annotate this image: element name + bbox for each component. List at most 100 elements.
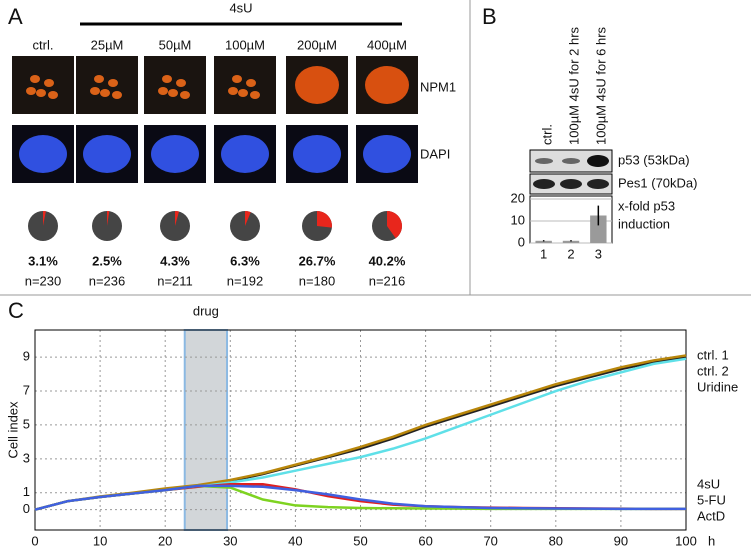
y-tick-label: 9 (23, 349, 30, 364)
nucleolus (30, 75, 40, 83)
nucleus (365, 66, 409, 104)
row-label: DAPI (420, 146, 450, 161)
panel-label: B (482, 4, 497, 29)
nucleolus (108, 79, 118, 87)
nucleus (221, 135, 269, 173)
n-label: n=192 (227, 273, 264, 288)
value-label: 2.5% (92, 253, 122, 268)
y-tick-label: 0 (518, 234, 525, 249)
y-axis-label: Cell index (5, 401, 20, 459)
legend-label: ActD (697, 508, 725, 523)
pie-slice (43, 211, 46, 226)
x-tick-label: 40 (288, 533, 302, 548)
band (587, 179, 609, 189)
band (535, 158, 553, 164)
nucleolus (112, 91, 122, 99)
x-tick-label: 80 (549, 533, 563, 548)
y-tick-label: 20 (511, 190, 525, 205)
n-label: n=236 (89, 273, 126, 288)
x-axis-label: h (708, 533, 715, 548)
lane-label: ctrl. (539, 124, 554, 145)
nucleus (83, 135, 131, 173)
nucleolus (168, 89, 178, 97)
y-tick-label: 7 (23, 382, 30, 397)
y-tick-label: 1 (23, 484, 30, 499)
nucleolus (48, 91, 58, 99)
image (144, 56, 206, 114)
column-label: 200µM (297, 37, 337, 52)
nucleolus (180, 91, 190, 99)
image (12, 56, 74, 114)
value-label: 40.2% (369, 253, 406, 268)
n-label: n=180 (299, 273, 336, 288)
nucleolus (90, 87, 100, 95)
nucleus (19, 135, 67, 173)
band (533, 179, 555, 189)
y-tick-label: 0 (23, 501, 30, 516)
x-tick-label: 3 (595, 246, 602, 261)
nucleus (151, 135, 199, 173)
nucleolus (94, 75, 104, 83)
band (587, 155, 609, 167)
axis-label: induction (618, 216, 670, 231)
value-label: 6.3% (230, 253, 260, 268)
x-tick-label: 1 (540, 246, 547, 261)
nucleolus (232, 75, 242, 83)
bar (562, 240, 580, 243)
x-tick-label: 90 (614, 533, 628, 548)
blot-label: p53 (53kDa) (618, 152, 690, 167)
column-label: ctrl. (33, 37, 54, 52)
legend-label: 4sU (697, 476, 720, 491)
pie-slice (387, 211, 403, 239)
nucleolus (44, 79, 54, 87)
legend-label: ctrl. 2 (697, 363, 729, 378)
value-label: 4.3% (160, 253, 190, 268)
x-tick-label: 100 (675, 533, 697, 548)
panel-label: A (8, 4, 23, 29)
nucleolus (176, 79, 186, 87)
n-label: n=216 (369, 273, 406, 288)
x-tick-label: 20 (158, 533, 172, 548)
nucleus (293, 135, 341, 173)
x-tick-label: 50 (353, 533, 367, 548)
nucleolus (250, 91, 260, 99)
n-label: n=230 (25, 273, 62, 288)
annotation: drug (193, 303, 219, 318)
x-tick-label: 0 (31, 533, 38, 548)
nucleolus (246, 79, 256, 87)
lane-label: 100µM 4sU for 2 hrs (566, 26, 581, 145)
pie-slice (107, 211, 110, 226)
x-tick-label: 60 (418, 533, 432, 548)
y-tick-label: 3 (23, 450, 30, 465)
column-label: 50µM (159, 37, 192, 52)
nucleolus (228, 87, 238, 95)
legend-label: ctrl. 1 (697, 347, 729, 362)
nucleus (295, 66, 339, 104)
bar (590, 215, 607, 243)
pie-slice (175, 211, 180, 226)
x-tick-label: 2 (567, 246, 574, 261)
drug-window (183, 329, 229, 531)
nucleolus (100, 89, 110, 97)
legend-label: 5-FU (697, 492, 726, 507)
bar (535, 240, 552, 243)
group-label: 4sU (229, 0, 252, 15)
nucleolus (158, 87, 168, 95)
image (76, 56, 138, 114)
n-label: n=211 (157, 273, 193, 288)
series-line (34, 484, 686, 511)
band (562, 158, 580, 164)
column-label: 400µM (367, 37, 407, 52)
x-tick-label: 30 (223, 533, 237, 548)
y-tick-label: 5 (23, 416, 30, 431)
x-tick-label: 70 (483, 533, 497, 548)
pie-slice (245, 211, 251, 226)
nucleolus (162, 75, 172, 83)
y-tick-label: 10 (511, 212, 525, 227)
nucleolus (36, 89, 46, 97)
x-tick-label: 10 (93, 533, 107, 548)
nucleus (363, 135, 411, 173)
row-label: NPM1 (420, 79, 456, 94)
nucleolus (238, 89, 248, 97)
panel-label: C (8, 298, 24, 323)
